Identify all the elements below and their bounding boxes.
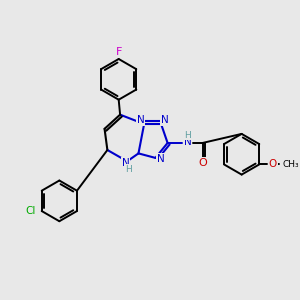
Text: CH₃: CH₃	[282, 160, 299, 169]
Text: H: H	[125, 165, 132, 174]
Text: H: H	[184, 130, 190, 140]
Text: N: N	[184, 137, 191, 147]
Text: N: N	[157, 154, 164, 164]
Text: O: O	[199, 158, 208, 168]
Text: Cl: Cl	[26, 206, 36, 216]
Text: N: N	[137, 115, 145, 125]
Text: N: N	[122, 158, 130, 168]
Text: O: O	[268, 159, 277, 170]
Text: F: F	[116, 47, 122, 57]
Text: N: N	[160, 115, 168, 125]
